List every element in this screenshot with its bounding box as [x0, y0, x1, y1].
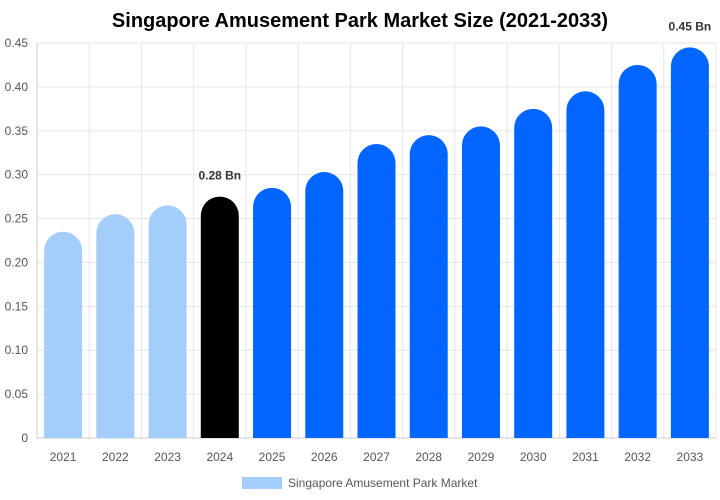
y-tick-label: 0.10: [5, 343, 29, 357]
x-tick-label: 2023: [154, 450, 181, 464]
bar-2027[interactable]: [357, 143, 396, 438]
x-tick-label: 2030: [520, 450, 547, 464]
legend-label: Singapore Amusement Park Market: [288, 476, 478, 490]
bar-2028[interactable]: [409, 135, 448, 438]
y-tick-label: 0.05: [5, 387, 29, 401]
y-tick-label: 0.15: [5, 299, 29, 313]
y-axis-ticks: 0 0.05 0.10 0.15 0.20 0.25 0.30 0.35 0.40 0.45: [5, 36, 29, 445]
bar-2026[interactable]: [305, 172, 344, 439]
x-tick-label: 2021: [50, 450, 77, 464]
bar-2025[interactable]: [253, 187, 292, 438]
x-tick-label: 2024: [206, 450, 233, 464]
bar-2033[interactable]: [670, 47, 709, 438]
x-tick-label: 2033: [677, 450, 704, 464]
y-tick-label: 0.20: [5, 255, 29, 269]
x-tick-label: 2028: [415, 450, 442, 464]
bar-2023[interactable]: [148, 205, 187, 438]
y-tick-label: 0.25: [5, 212, 29, 226]
bar-2021[interactable]: [44, 231, 83, 438]
chart-title: Singapore Amusement Park Market Size (20…: [112, 10, 608, 32]
y-tick-label: 0.30: [5, 168, 29, 182]
y-tick-label: 0.45: [5, 36, 29, 50]
bar-2029[interactable]: [461, 126, 500, 438]
bar-2031[interactable]: [566, 91, 605, 439]
x-tick-label: 2026: [311, 450, 338, 464]
x-axis-ticks: 2021 2022 2023 2024 2025 2026 2027 2028 2029 2030…: [50, 450, 704, 464]
x-tick-label: 2031: [572, 450, 599, 464]
data-label-2033: 0.45 Bn: [669, 19, 712, 33]
legend[interactable]: Singapore Amusement Park Market: [242, 476, 478, 490]
y-tick-label: 0.40: [5, 80, 29, 94]
x-tick-label: 2022: [102, 450, 129, 464]
bar-2022[interactable]: [96, 214, 135, 438]
data-label-2024: 0.28 Bn: [198, 169, 241, 183]
bar-2030[interactable]: [514, 108, 553, 438]
bars: [44, 47, 709, 439]
x-tick-label: 2025: [259, 450, 286, 464]
x-tick-label: 2029: [468, 450, 495, 464]
data-labels: 0.28 Bn 0.45 Bn: [198, 19, 711, 182]
x-tick-label: 2027: [363, 450, 390, 464]
x-tick-label: 2032: [624, 450, 651, 464]
bar-2024[interactable]: [200, 196, 239, 438]
bar-2032[interactable]: [618, 64, 657, 438]
legend-swatch: [242, 477, 282, 489]
y-tick-label: 0: [21, 431, 28, 445]
y-tick-label: 0.35: [5, 124, 29, 138]
